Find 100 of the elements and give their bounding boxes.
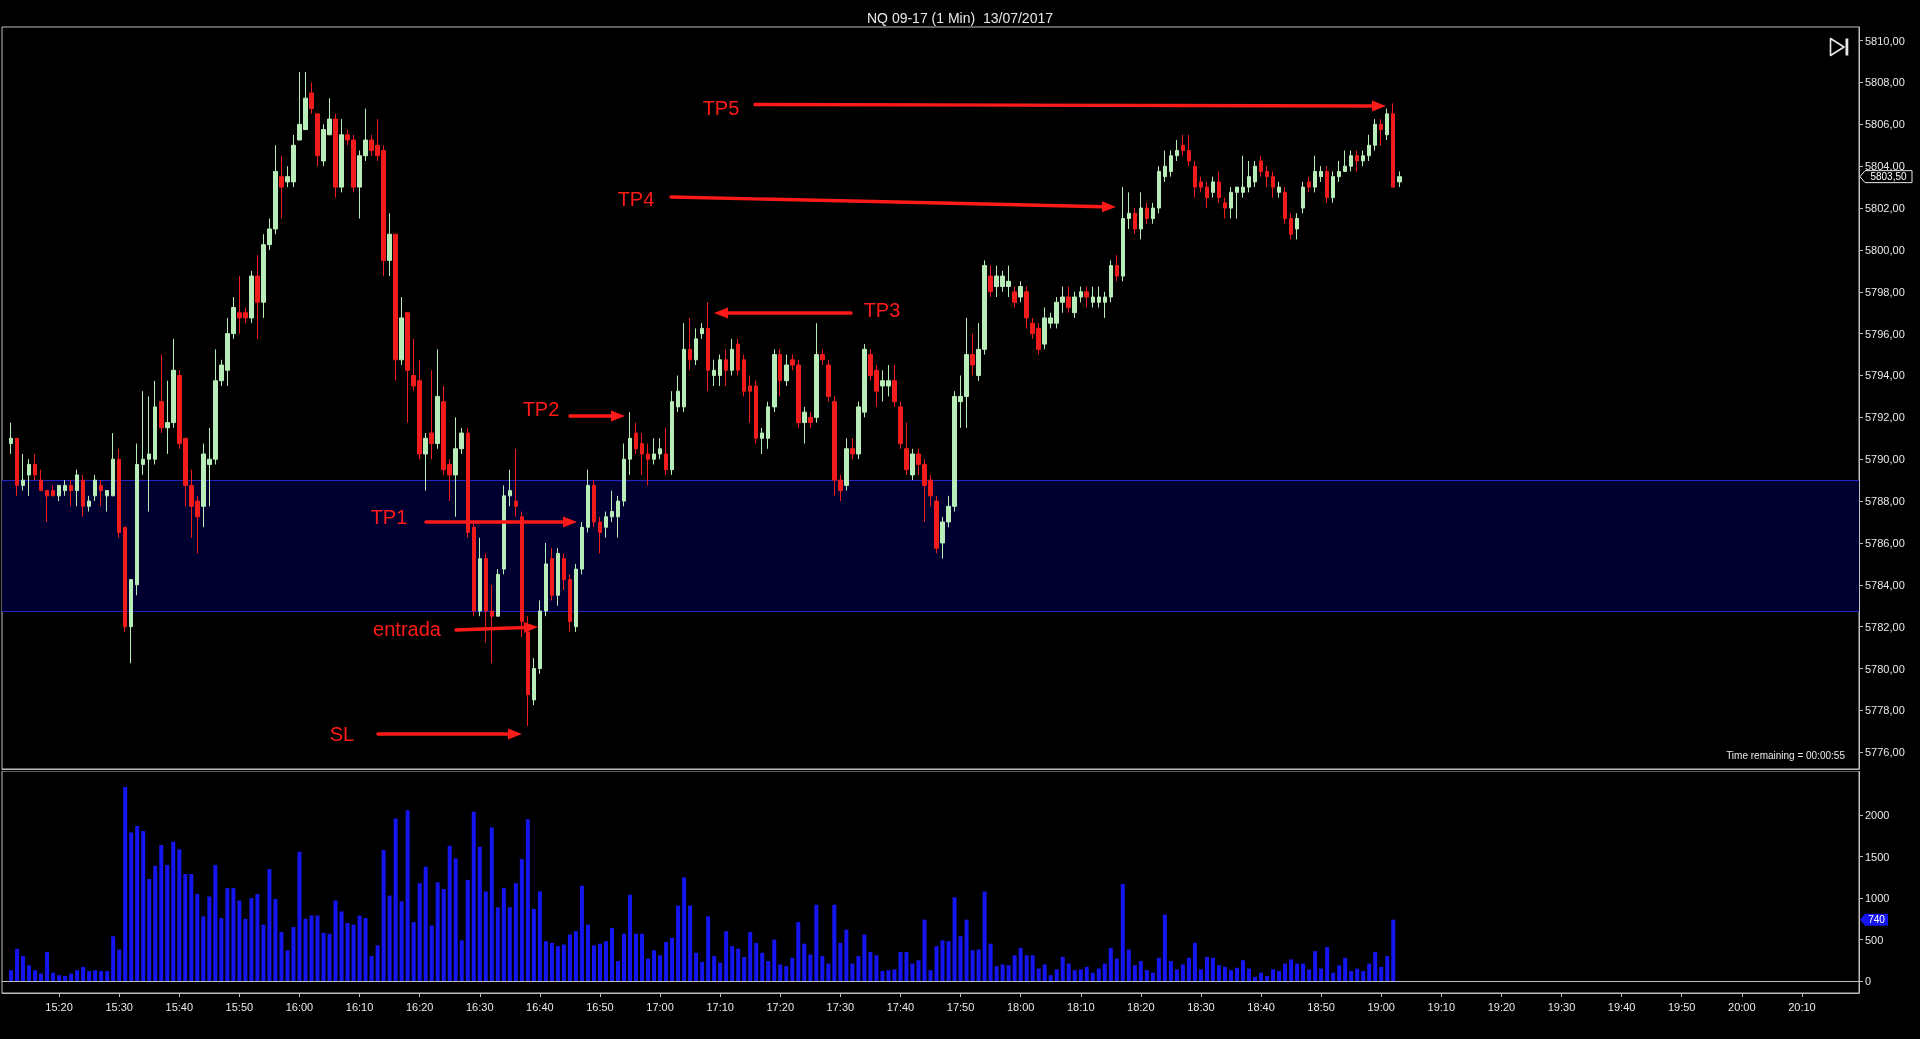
candlestick (87, 495, 91, 513)
bar (1186, 957, 1191, 981)
candlestick (39, 469, 43, 492)
candlestick (760, 427, 764, 455)
bar (399, 901, 404, 981)
bar (922, 919, 927, 981)
bar (832, 904, 837, 981)
bar (790, 957, 795, 981)
bar (1072, 970, 1077, 981)
candlestick (772, 348, 777, 413)
bar (1102, 963, 1107, 981)
bar (1006, 965, 1011, 981)
candlestick (742, 354, 746, 397)
x-tick-label: 15:50 (225, 1000, 254, 1013)
bar (1355, 968, 1360, 981)
bar (561, 944, 566, 981)
bar (934, 946, 939, 981)
candlestick (736, 338, 740, 376)
candlestick (1229, 186, 1233, 220)
bar (105, 971, 110, 981)
bar (1277, 971, 1282, 981)
candlestick (1091, 286, 1095, 308)
bar (1024, 955, 1029, 981)
x-tick-label: 16:10 (345, 1000, 374, 1013)
candlestick (429, 369, 434, 460)
candlestick (910, 448, 915, 481)
bar (1084, 966, 1089, 981)
x-tick-label: 16:30 (466, 1000, 494, 1013)
candlestick (898, 401, 903, 450)
candlestick (556, 547, 560, 607)
bar (610, 927, 614, 981)
candlestick (279, 155, 284, 220)
bar (802, 943, 807, 981)
bar (1204, 956, 1209, 981)
bar (153, 865, 158, 981)
bar (519, 859, 524, 981)
candlestick (676, 375, 680, 413)
candlestick (333, 113, 338, 199)
y-tick-label: 5776,00 (1865, 746, 1905, 759)
bar (615, 961, 620, 981)
candlestick (1373, 118, 1377, 151)
bar (477, 846, 482, 981)
bar (537, 891, 542, 981)
candlestick (1331, 170, 1335, 204)
bar (652, 950, 657, 981)
bar (33, 970, 38, 981)
candlestick (1079, 286, 1083, 303)
candlestick (1259, 155, 1263, 178)
candlestick (814, 322, 819, 424)
bar (513, 883, 518, 981)
bar (1132, 965, 1137, 981)
x-tick-label: 18:40 (1247, 1000, 1275, 1013)
x-tick-label: 17:20 (766, 1000, 795, 1013)
y-tick-label: 2000 (1865, 809, 1890, 822)
x-tick-label: 17:00 (646, 1000, 674, 1013)
candlestick (538, 600, 542, 675)
x-tick-label: 16:20 (405, 1000, 434, 1013)
bar (976, 949, 981, 981)
bar (1126, 949, 1131, 981)
x-tick-label: 20:00 (1728, 1000, 1756, 1013)
bar (1156, 957, 1161, 981)
bar (964, 919, 969, 981)
bar (375, 945, 380, 981)
candlestick (1163, 149, 1167, 183)
bar (628, 894, 633, 981)
candlestick (616, 495, 620, 539)
bar (988, 943, 993, 981)
bar (784, 966, 789, 981)
candlestick (1145, 202, 1149, 225)
bar (994, 966, 999, 981)
bar (1301, 963, 1306, 981)
candlestick (105, 490, 109, 513)
candlestick (1157, 165, 1161, 214)
bar (682, 877, 687, 981)
bar (327, 933, 332, 981)
bar (1060, 956, 1065, 981)
bar (1054, 969, 1059, 981)
candlestick (1084, 286, 1089, 308)
bar (1180, 964, 1185, 981)
candlestick (63, 479, 67, 497)
bar (471, 811, 476, 981)
candlestick (550, 547, 554, 602)
bar (1018, 947, 1023, 981)
y-tick-label: 5782,00 (1865, 620, 1905, 633)
y-tick-label: 5790,00 (1865, 453, 1905, 466)
x-tick-label: 17:10 (706, 1000, 734, 1013)
candlestick (1343, 149, 1347, 172)
bar (874, 955, 879, 981)
bar (543, 941, 548, 981)
candlestick (1024, 286, 1029, 329)
bar (1048, 975, 1053, 981)
bar (603, 941, 608, 981)
bar (856, 956, 861, 981)
text: 740 (1868, 914, 1886, 926)
candlestick (1283, 186, 1287, 225)
annotation: TP1 (370, 506, 408, 528)
x-tick-label: 19:50 (1667, 1000, 1696, 1013)
y-tick-label: 5796,00 (1865, 327, 1905, 340)
bar (279, 932, 284, 981)
bar (1198, 969, 1203, 981)
